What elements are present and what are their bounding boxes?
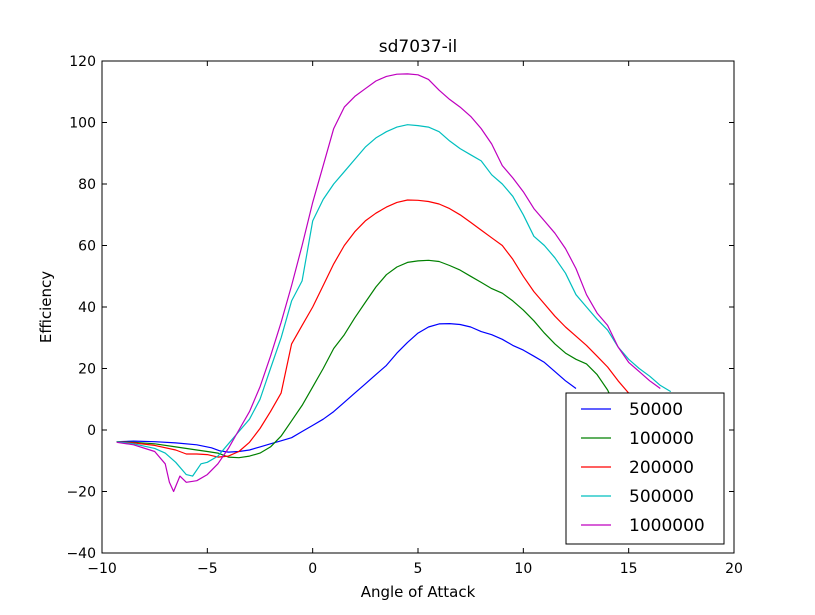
x-tick-label: 10: [514, 561, 532, 577]
y-axis-label: Efficiency: [37, 271, 55, 343]
axis-ticks: −10 −5 0 5 10 15 20 −40 −20 0 20 40 60 80 100 120: [66, 54, 742, 577]
y-tick-label: 100: [69, 116, 96, 132]
y-tick-label: 120: [69, 54, 96, 70]
series-line-50000: [116, 323, 577, 453]
series-lines: [116, 73, 672, 493]
y-tick-label: 40: [78, 300, 96, 316]
y-tick-label: −40: [66, 546, 96, 562]
y-tick-label: 80: [78, 177, 96, 193]
legend-box: [565, 392, 725, 545]
legend-entry-1000000: 1000000: [581, 516, 705, 536]
legend-entry-100000: 100000: [581, 429, 694, 449]
x-axis-label: Angle of Attack: [361, 583, 476, 601]
legend: 50000 100000 200000 500000 1000000: [565, 392, 725, 545]
chart-title: sd7037-il: [379, 37, 458, 57]
x-tick-label: −5: [197, 561, 218, 577]
legend-label: 100000: [629, 429, 694, 449]
legend-label: 200000: [629, 458, 694, 478]
series-line-100000: [116, 259, 619, 459]
x-tick-label: −10: [87, 561, 117, 577]
legend-entry-200000: 200000: [581, 458, 694, 478]
y-tick-label: 60: [78, 239, 96, 255]
y-tick-label: 20: [78, 362, 96, 378]
y-tick-label: −20: [66, 485, 96, 501]
legend-label: 1000000: [629, 516, 705, 536]
x-tick-label: 5: [414, 561, 423, 577]
legend-label: 50000: [629, 400, 683, 420]
x-tick-label: 15: [620, 561, 638, 577]
series-line-1000000: [116, 73, 661, 493]
series-line-500000: [116, 124, 672, 477]
x-tick-label: 20: [725, 561, 743, 577]
series-line-200000: [116, 199, 661, 458]
legend-entry-50000: 50000: [581, 400, 683, 420]
x-tick-label: 0: [308, 561, 317, 577]
legend-label: 500000: [629, 487, 694, 507]
legend-entry-500000: 500000: [581, 487, 694, 507]
y-tick-label: 0: [87, 423, 96, 439]
